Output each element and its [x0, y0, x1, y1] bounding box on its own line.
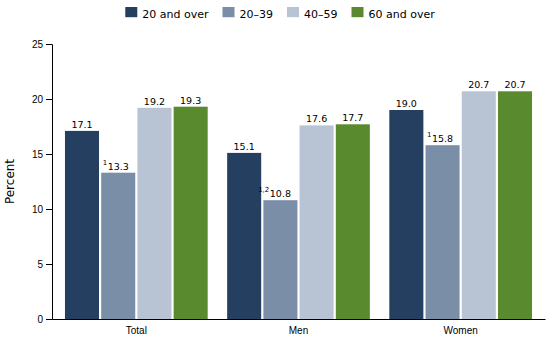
legend-swatch: [352, 7, 364, 17]
legend-label: 20 and over: [142, 8, 209, 21]
legend-label: 60 and over: [369, 8, 436, 21]
footnote: 1,2: [258, 186, 269, 194]
tick-label: Men: [289, 325, 308, 336]
tick: 15: [32, 149, 52, 160]
tick: Women: [444, 319, 478, 336]
data-label: 17.6: [306, 113, 327, 124]
tick: Total: [126, 319, 147, 336]
data-label: 10.8: [270, 188, 291, 199]
data-label: 20.7: [504, 79, 525, 90]
tick-mark: [46, 44, 52, 45]
tick-mark: [46, 319, 52, 320]
axis-title: Percent: [3, 159, 17, 204]
tick-label: 10: [32, 204, 44, 215]
tick: 20: [32, 94, 52, 105]
bar: [336, 124, 370, 319]
tick-label: Women: [444, 325, 478, 336]
bar: [227, 153, 261, 319]
tick: Men: [289, 319, 308, 336]
tick: 25: [32, 39, 52, 50]
tick-mark: [46, 209, 52, 210]
data-label: 15.1: [234, 141, 255, 152]
data-label: 17.7: [342, 112, 363, 123]
tick-label: 15: [32, 149, 44, 160]
axis-line: [53, 319, 546, 320]
bar: [389, 110, 423, 319]
data-label: 19.0: [396, 98, 417, 109]
bars: [65, 91, 532, 319]
tick-label: 25: [32, 39, 44, 50]
x-axis: Total Men Women: [53, 319, 546, 336]
bar: [498, 91, 532, 319]
axis-line: [46, 45, 53, 320]
bar: [426, 145, 460, 319]
data-label: 19.3: [180, 95, 201, 106]
bar: [300, 125, 334, 319]
legend-swatch: [125, 7, 137, 17]
legend-item: 60 and over: [352, 7, 436, 21]
data-label: 19.2: [144, 96, 165, 107]
tick-label: 0: [37, 314, 43, 325]
legend-item: 20–39: [223, 7, 274, 21]
data-label: 17.1: [71, 119, 92, 130]
tick-mark: [46, 264, 52, 265]
tick-mark: [46, 154, 52, 155]
tick-label: 20: [32, 94, 44, 105]
bar: [174, 107, 208, 319]
y-axis: 0 5 10 15 20 25: [32, 39, 53, 325]
tick-mark: [46, 99, 52, 100]
tick-label: 5: [37, 259, 43, 270]
tick: 10: [32, 204, 52, 215]
legend: 20 and over 20–39 40–59 60 and over: [125, 7, 435, 21]
legend-swatch: [223, 7, 235, 17]
data-label: 15.8: [432, 133, 453, 144]
data-label: 20.7: [468, 79, 489, 90]
bar: [101, 173, 135, 319]
legend-item: 20 and over: [125, 7, 209, 21]
bar: [263, 200, 297, 319]
legend-label: 20–39: [240, 8, 274, 21]
chart: 0510152025TotalMenWomen17.115.119.013.31…: [0, 0, 560, 349]
bar: [462, 91, 496, 319]
tick-label: Total: [126, 325, 147, 336]
footnote: 1: [103, 159, 107, 167]
tick: 5: [37, 259, 52, 270]
plot: 0510152025TotalMenWomen17.115.119.013.31…: [32, 39, 546, 336]
tick: 0: [37, 314, 52, 325]
footnote: 1: [427, 131, 431, 139]
data-labels: 17.115.119.013.3110.81,215.8119.217.620.…: [71, 79, 525, 199]
legend-swatch: [287, 7, 299, 17]
legend-label: 40–59: [304, 8, 338, 21]
legend-item: 40–59: [287, 7, 338, 21]
bar: [137, 108, 171, 319]
data-label: 13.3: [108, 161, 129, 172]
bar: [65, 131, 99, 319]
